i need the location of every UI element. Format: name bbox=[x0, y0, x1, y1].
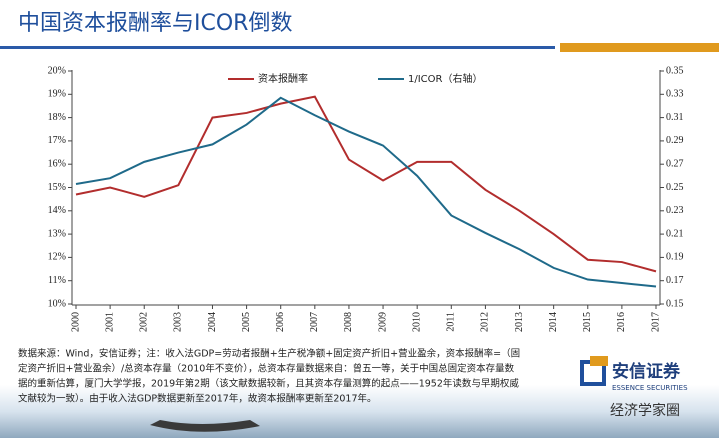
y2-tick-label: 0.35 bbox=[666, 65, 684, 76]
title-accent bbox=[560, 43, 719, 52]
x-tick-label: 2012 bbox=[480, 312, 491, 332]
y2-tick-label: 0.23 bbox=[666, 205, 684, 216]
x-tick-label: 2006 bbox=[275, 312, 286, 332]
y2-tick-label: 0.17 bbox=[666, 275, 684, 286]
note: 数据来源：Wind，安信证券；注：收入法GDP=劳动者报酬+生产税净额+固定资产… bbox=[18, 348, 520, 405]
x-tick-label: 2013 bbox=[514, 312, 525, 332]
y-tick-label: 18% bbox=[48, 112, 66, 123]
y-tick-label: 10% bbox=[48, 298, 66, 309]
background-sea bbox=[0, 385, 719, 438]
y2-tick-label: 0.19 bbox=[666, 252, 684, 263]
y-tick-label: 13% bbox=[48, 228, 66, 239]
watermark: 经济学家圈 bbox=[610, 402, 680, 419]
title-rule bbox=[0, 46, 555, 49]
logo-name: 安信证券 bbox=[612, 361, 681, 382]
y-tick-label: 17% bbox=[48, 135, 66, 146]
y2-tick-label: 0.25 bbox=[666, 182, 684, 193]
chart-title: 中国资本报酬率与ICOR倒数 bbox=[18, 11, 292, 36]
logo-sub: ESSENCE SECURITIES bbox=[612, 384, 688, 392]
series-line bbox=[75, 96, 657, 288]
y2-tick-label: 0.33 bbox=[666, 89, 684, 100]
y-tick-label: 14% bbox=[48, 205, 66, 216]
y2-tick-label: 0.15 bbox=[666, 298, 684, 309]
x-tick-label: 2000 bbox=[70, 312, 81, 332]
note-line: 数据来源：Wind，安信证券；注：收入法GDP=劳动者报酬+生产税净额+固定资产… bbox=[18, 348, 520, 360]
x-tick-label: 2001 bbox=[104, 312, 115, 332]
x-tick-label: 2005 bbox=[241, 312, 252, 332]
x-tick-label: 2016 bbox=[616, 312, 627, 332]
y2-tick-label: 0.27 bbox=[666, 158, 684, 169]
x-tick-label: 2017 bbox=[650, 312, 661, 332]
x-tick-label: 2011 bbox=[446, 312, 457, 332]
x-tick-label: 2007 bbox=[309, 312, 320, 332]
series-line bbox=[75, 95, 657, 273]
x-tick-label: 2009 bbox=[377, 312, 388, 332]
x-tick-label: 2008 bbox=[343, 312, 354, 332]
x-tick-label: 2003 bbox=[173, 312, 184, 332]
y-tick-label: 15% bbox=[48, 182, 66, 193]
y-tick-label: 16% bbox=[48, 158, 66, 169]
logo-icon-accent bbox=[590, 356, 608, 366]
y-tick-label: 20% bbox=[48, 65, 66, 76]
x-tick-label: 2010 bbox=[411, 312, 422, 332]
legend-label: 资本报酬率 bbox=[258, 72, 308, 85]
y2-tick-label: 0.29 bbox=[666, 135, 684, 146]
x-tick-label: 2014 bbox=[548, 312, 559, 332]
x-tick-label: 2002 bbox=[139, 312, 150, 332]
y-tick-label: 12% bbox=[48, 252, 66, 263]
y2-tick-label: 0.31 bbox=[666, 112, 684, 123]
note-line: 文献较为一致）。由于收入法GDP数据更新至2017年，故资本报酬率更新至2017… bbox=[18, 393, 377, 405]
x-tick-label: 2004 bbox=[207, 312, 218, 332]
x-tick-label: 2015 bbox=[582, 312, 593, 332]
boat bbox=[150, 420, 260, 432]
note-line: 据的重新估算，厦门大学学报，2019年第2期（该文献数据较新，且其资本存量测算的… bbox=[18, 378, 519, 390]
y2-tick-label: 0.21 bbox=[666, 228, 684, 239]
legend-label: 1/ICOR（右轴） bbox=[408, 72, 482, 85]
y-tick-label: 19% bbox=[48, 89, 66, 100]
note-line: 定资产折旧+营业盈余）/总资本存量（2010年不变价），总资本存量数据来自：曾五… bbox=[18, 363, 515, 375]
y-tick-label: 11% bbox=[48, 275, 66, 286]
